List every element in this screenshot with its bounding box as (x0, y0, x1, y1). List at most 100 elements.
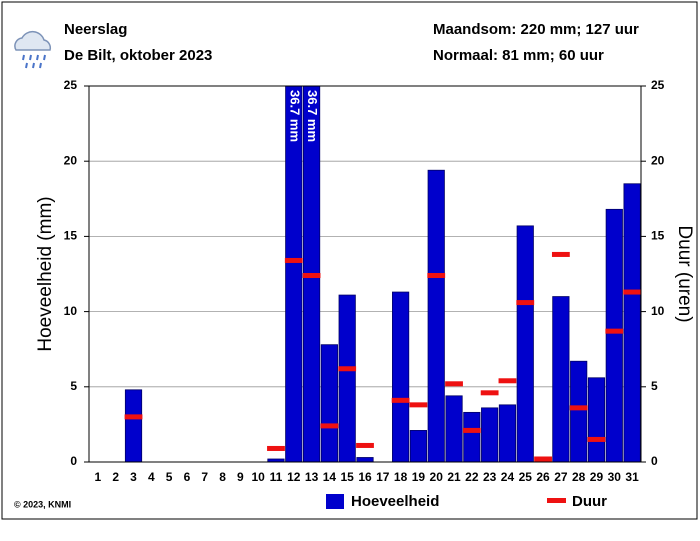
y2-tick-label: 20 (651, 153, 665, 167)
y-tick-label: 0 (70, 454, 77, 468)
x-tick-label: 15 (341, 470, 355, 484)
duration-mark (427, 273, 446, 279)
y-tick-label: 15 (64, 229, 78, 243)
rain-icon (14, 30, 52, 69)
bar (320, 344, 338, 462)
bar (124, 389, 143, 462)
bar (427, 169, 445, 462)
duration-mark (320, 423, 339, 429)
duration-mark (534, 456, 552, 462)
x-tick-label: 1 (95, 470, 102, 484)
bar (587, 377, 606, 462)
frame (1, 1, 698, 520)
y2-tick-label: 0 (651, 454, 658, 468)
duration-mark (551, 251, 570, 257)
x-tick-label: 14 (323, 470, 337, 484)
bar (302, 86, 321, 462)
duration-mark (623, 289, 641, 295)
x-tick-label: 30 (608, 470, 622, 484)
y-tick-label: 10 (64, 304, 78, 318)
duration-mark (516, 300, 535, 306)
bar (267, 458, 285, 462)
x-tick-label: 26 (536, 470, 550, 484)
x-tick-label: 9 (237, 470, 244, 484)
y-axis-label: Hoeveelheid (mm) (35, 196, 56, 351)
x-tick-label: 20 (430, 470, 444, 484)
chart-title: Neerslag (64, 21, 127, 38)
y2-tick-label: 15 (651, 229, 665, 243)
plot-border (88, 85, 642, 463)
duration-mark (462, 427, 481, 433)
duration-mark (587, 436, 606, 442)
legend-label: Duur (572, 493, 607, 510)
x-tick-label: 10 (251, 470, 265, 484)
bar (463, 411, 481, 462)
duration-mark (445, 381, 463, 387)
bar (570, 360, 588, 462)
x-tick-label: 18 (394, 470, 408, 484)
duration-mark (605, 328, 624, 334)
x-tick-label: 27 (554, 470, 568, 484)
bar (498, 404, 517, 462)
duration-mark (124, 414, 143, 420)
x-tick-label: 31 (625, 470, 639, 484)
summary: Maandsom: 220 mm; 127 uur (433, 21, 639, 38)
duration-mark (480, 390, 499, 396)
duration-mark (267, 445, 285, 451)
x-tick-label: 29 (590, 470, 604, 484)
bar (409, 430, 428, 462)
credit: © 2023, KNMI (14, 499, 71, 509)
legend-swatch (326, 494, 344, 509)
y-tick-label: 5 (70, 379, 77, 393)
x-tick-label: 16 (358, 470, 372, 484)
duration-mark (498, 378, 517, 384)
bar (605, 208, 623, 462)
x-tick-label: 3 (130, 470, 137, 484)
x-tick-label: 19 (412, 470, 426, 484)
duration-mark (356, 442, 374, 448)
value-label: 36.7 mm (305, 90, 320, 142)
y2-tick-label: 25 (651, 78, 665, 92)
chart-subtitle: De Bilt, oktober 2023 (64, 47, 212, 64)
x-tick-label: 17 (376, 470, 390, 484)
x-tick-label: 24 (501, 470, 515, 484)
duration-mark (302, 273, 321, 279)
bar (516, 225, 534, 462)
duration-mark (284, 257, 303, 263)
x-tick-label: 5 (166, 470, 173, 484)
x-tick-label: 23 (483, 470, 497, 484)
duration-mark (569, 405, 588, 411)
x-tick-label: 25 (519, 470, 533, 484)
legend-label: Hoeveelheid (351, 493, 439, 510)
x-tick-label: 2 (112, 470, 119, 484)
x-tick-label: 4 (148, 470, 155, 484)
x-tick-label: 13 (305, 470, 319, 484)
summary: Normaal: 81 mm; 60 uur (433, 47, 604, 64)
bar (338, 294, 356, 462)
x-tick-label: 7 (201, 470, 208, 484)
duration-mark (409, 402, 428, 408)
y-tick-label: 25 (64, 78, 78, 92)
bar (445, 395, 463, 462)
x-tick-label: 12 (287, 470, 301, 484)
y2-tick-label: 10 (651, 304, 665, 318)
y2-axis-label: Duur (uren) (674, 225, 695, 322)
bar (392, 291, 410, 462)
bar (552, 296, 570, 462)
x-tick-label: 21 (447, 470, 461, 484)
x-tick-label: 6 (184, 470, 191, 484)
plot (124, 86, 641, 462)
bar (481, 407, 499, 462)
value-label: 36.7 mm (287, 90, 302, 142)
bar (356, 457, 374, 462)
duration-mark (338, 366, 357, 372)
y2-tick-label: 5 (651, 379, 658, 393)
x-tick-label: 8 (219, 470, 226, 484)
y-tick-label: 20 (64, 153, 78, 167)
duration-mark (391, 397, 410, 403)
legend-swatch (547, 498, 566, 503)
x-tick-label: 22 (465, 470, 479, 484)
x-tick-label: 28 (572, 470, 586, 484)
bar (285, 86, 303, 462)
